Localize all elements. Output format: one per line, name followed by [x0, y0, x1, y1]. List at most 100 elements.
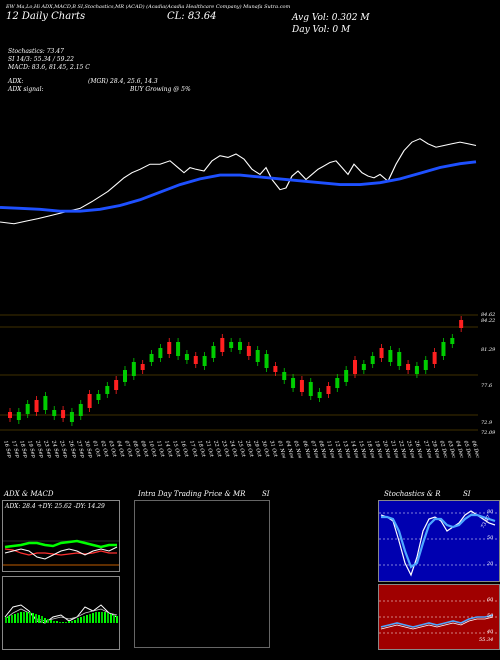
macd-line [4, 604, 118, 624]
macd-bar [32, 613, 34, 623]
candle-body [255, 350, 260, 362]
macd-bar [104, 612, 106, 623]
candle-body [397, 352, 402, 366]
candle-body [131, 362, 136, 376]
macd-bar [92, 613, 94, 623]
candle-body [441, 342, 446, 356]
macd-bar [17, 613, 19, 623]
macd-signal-line [4, 608, 118, 622]
adx-values: ADX: 28.4 +DY: 25.62 -DY: 14.29 [5, 503, 105, 510]
candle-body [335, 378, 340, 388]
candle-body [229, 342, 234, 348]
candle-body [379, 348, 384, 358]
candle-body [193, 356, 198, 364]
macd-bar [77, 618, 79, 623]
macd-bar [113, 615, 115, 623]
price-level-label: 81.29 [481, 347, 496, 353]
stoch-level-20: 20 [487, 561, 494, 567]
macd-bar [95, 612, 97, 623]
candle-body [299, 380, 304, 392]
macd-bar [8, 616, 10, 623]
stoch-level-80: 80 [487, 509, 494, 515]
candle-body [361, 364, 366, 370]
macd-bar [35, 614, 37, 623]
stochastics-panel-title: Stochastics & R [384, 490, 441, 498]
date-axis: 16 Sep 17 Sep 18 Sep 19 Sep 20 Sep 23 Sep 24 S… [2, 440, 480, 486]
macd-bar [41, 616, 43, 623]
candle-body [308, 382, 313, 396]
adx-green-line [4, 539, 117, 549]
candle-body [353, 360, 357, 374]
candle-body [264, 354, 269, 368]
macd-bar [116, 616, 118, 623]
macd-bar [86, 615, 88, 623]
macd-bar [101, 612, 103, 623]
macd-bar [23, 612, 25, 623]
candle-body [123, 370, 127, 382]
candle-body [344, 370, 349, 382]
macd-histogram [5, 612, 118, 623]
candle-body [87, 394, 92, 408]
candle-body [291, 378, 296, 388]
price-level-label: 84.62 [481, 312, 496, 318]
candle-body [282, 372, 287, 380]
macd-bar [26, 612, 28, 623]
candle-body [370, 356, 375, 364]
candle-body [43, 396, 48, 410]
candle-body [388, 350, 393, 362]
candle-body [423, 360, 428, 370]
date-label: 12 Daily Charts [6, 11, 86, 22]
candles [8, 316, 464, 426]
macd-bar [62, 622, 64, 623]
si-level-60: 60 [487, 597, 494, 603]
candle-body [34, 400, 39, 412]
macd-bar [71, 621, 73, 623]
stochastics-panel: 80 50 20 73.47 [378, 500, 500, 582]
macd-bar [44, 618, 46, 623]
price-level-label: 84.22 [481, 318, 496, 324]
candle-body [246, 346, 251, 356]
candle-body [406, 364, 411, 370]
macd-bar [14, 614, 16, 623]
candle-body [149, 354, 154, 362]
macd-bar [11, 615, 13, 623]
macd-bar [29, 612, 31, 623]
candle-body [158, 348, 163, 358]
mgr-readout: (MGR) 28.4, 25.6, 14.3 [88, 78, 158, 85]
day-vol: Day Vol: 0 M [292, 25, 351, 35]
candle-body [8, 412, 12, 418]
candle-body [459, 320, 464, 328]
candle-body [78, 404, 83, 416]
candle-body [211, 346, 216, 358]
macd-bar [80, 617, 82, 623]
si-white-line [380, 616, 494, 630]
macd-readout: MACD: 83.6, 81.45, 2.15 C [8, 64, 90, 71]
candle-body [202, 356, 207, 366]
candle-body [450, 338, 455, 344]
intraday-panel-title: Intra Day Trading Price & MR [138, 490, 246, 498]
candle-body [52, 410, 57, 416]
stochastics-readout: Stochastics: 73.47 [8, 48, 64, 55]
adx-white-line [4, 546, 118, 560]
macd-bar [53, 621, 55, 623]
buy-signal: BUY Growing @ 5% [130, 86, 191, 93]
macd-bar [50, 620, 52, 623]
macd-bar [65, 622, 67, 623]
close-label: CL: 83.64 [167, 11, 217, 22]
si-level-50: 50 [487, 613, 494, 619]
price-level-label: 77.6 [481, 383, 493, 389]
macd-bar [89, 614, 91, 623]
macd-bar [47, 619, 49, 623]
moving-average-chart [0, 138, 477, 225]
header-top-line: EW Ma,Lo,Hi ADX,MACD,B SI,Stochastics,MR… [6, 4, 291, 10]
candle-body [432, 352, 437, 364]
price-level-label: 72.9 [481, 420, 493, 426]
price-line [0, 138, 477, 225]
candle-body [220, 338, 225, 352]
stochastics-d-line [381, 513, 496, 569]
candle-body [114, 380, 119, 390]
candle-body [96, 394, 101, 400]
price-level-label: 72.09 [481, 430, 496, 436]
macd-bar [59, 622, 61, 623]
si-panel: 60 50 40 55.34 [378, 584, 500, 650]
